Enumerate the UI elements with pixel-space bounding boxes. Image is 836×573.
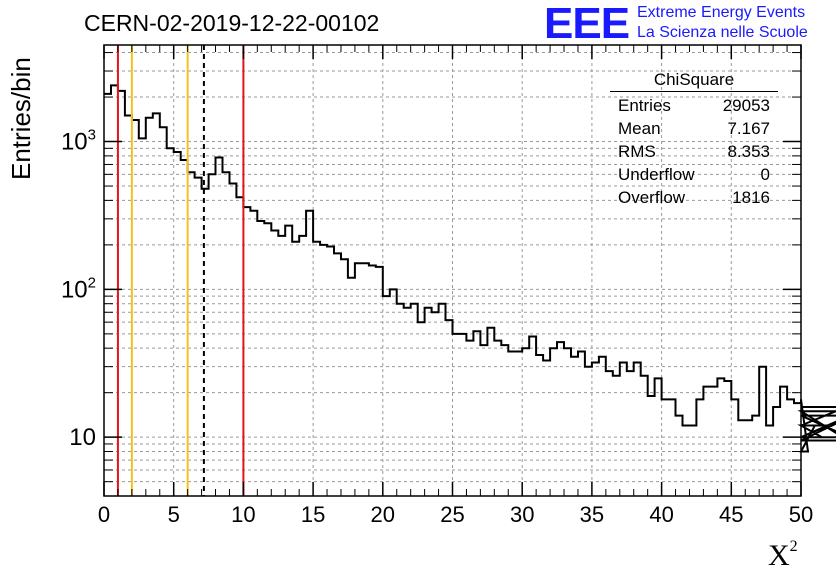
x-axis-label-exponent: 2	[789, 538, 798, 555]
stats-row-entries: Entries 29053	[610, 94, 778, 117]
y-axis-label: Entries/bin	[6, 57, 36, 180]
y-tick-label: 10	[69, 424, 96, 451]
x-tick-label: 35	[580, 502, 604, 527]
stats-row-mean: Mean 7.167	[610, 117, 778, 140]
x-tick-label: 50	[789, 502, 813, 527]
eee-logo-line1: Extreme Energy Events	[637, 4, 806, 21]
stats-row-underflow: Underflow 0	[610, 163, 778, 186]
stats-box: ChiSquare Entries 29053 Mean 7.167 RMS 8.35…	[610, 70, 778, 209]
x-tick-label: 10	[231, 502, 255, 527]
stats-title: ChiSquare	[610, 70, 778, 92]
stats-value: 0	[760, 165, 770, 184]
eee-logo-mark: EEE	[544, 0, 630, 48]
x-tick-label: 30	[510, 502, 534, 527]
stats-label: Mean	[618, 119, 661, 138]
eee-logo-line2: La Scienza nelle Scuole	[637, 24, 808, 41]
y-tick-label-base: 10	[61, 276, 88, 303]
y-tick-label: 103	[61, 127, 96, 156]
stats-value: 1816	[732, 188, 770, 207]
stats-label: Entries	[618, 96, 671, 115]
stats-row-rms: RMS 8.353	[610, 140, 778, 163]
histogram-step-line	[104, 84, 836, 453]
stats-value: 8.353	[727, 142, 770, 161]
x-tick-label: 15	[301, 502, 325, 527]
stats-label: Underflow	[618, 165, 695, 184]
x-axis-label: X2	[768, 538, 798, 573]
stats-label: Overflow	[618, 188, 686, 207]
stats-value: 29053	[722, 96, 770, 115]
x-tick-label: 20	[371, 502, 395, 527]
stats-label: RMS	[618, 142, 656, 161]
x-axis-label-base: X	[768, 539, 790, 572]
x-tick-label: 40	[649, 502, 673, 527]
x-tick-label: 25	[440, 502, 464, 527]
x-tick-label: 0	[98, 502, 110, 527]
y-tick-label: 102	[61, 274, 96, 303]
y-tick-label-exponent: 3	[88, 127, 96, 144]
stats-row-overflow: Overflow 1816	[610, 186, 778, 209]
y-tick-label-exponent: 2	[88, 274, 96, 291]
run-title: CERN-02-2019-12-22-00102	[84, 10, 380, 36]
x-tick-label: 5	[168, 502, 180, 527]
y-tick-label-base: 10	[61, 129, 88, 156]
y-tick-label-base: 10	[69, 424, 96, 451]
stats-value: 7.167	[727, 119, 770, 138]
x-tick-label: 45	[719, 502, 743, 527]
